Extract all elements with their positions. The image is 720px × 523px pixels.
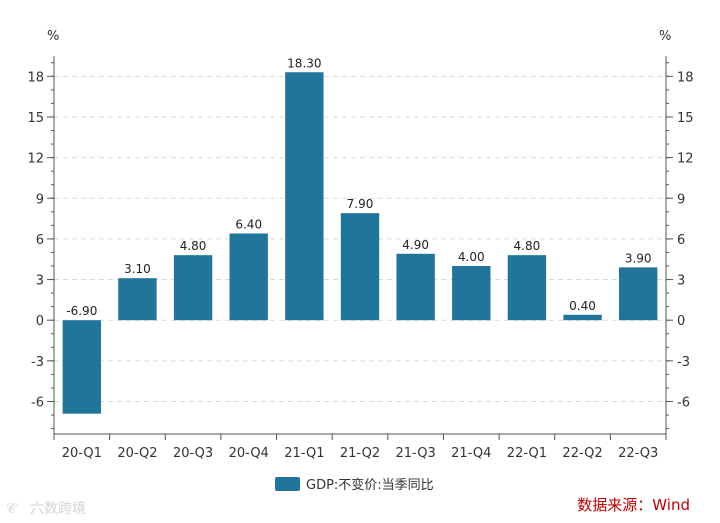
bars (62, 72, 658, 414)
data-label: 6.40 (235, 217, 262, 231)
watermark-text: 六数跨境 (30, 501, 86, 517)
bar-22-Q2 (563, 314, 602, 321)
legend-swatch (275, 477, 300, 491)
bar-20-Q1 (62, 320, 102, 414)
y-tick-label-right: -3 (677, 355, 690, 370)
x-tick-label: 20-Q3 (173, 446, 213, 461)
y-tick-label-right: -6 (677, 395, 690, 410)
x-tick-label: 21-Q4 (451, 446, 491, 461)
x-tick-label: 22-Q2 (562, 446, 602, 461)
bar-21-Q2 (340, 213, 380, 321)
y-tick-label-left: -3 (31, 355, 44, 370)
y-tick-label-right: 12 (677, 152, 694, 167)
left-unit-label: % (47, 29, 59, 44)
y-tick-label-left: 9 (36, 192, 44, 207)
x-tick-label: 20-Q1 (62, 446, 102, 461)
x-tick-label: 22-Q1 (507, 446, 547, 461)
y-tick-label-right: 18 (677, 70, 694, 85)
data-label: 4.80 (514, 239, 541, 253)
data-label: 3.90 (625, 251, 652, 265)
data-label: 4.90 (402, 238, 429, 252)
data-label: 3.10 (124, 262, 151, 276)
y-tick-label-left: 0 (36, 314, 44, 329)
data-label: 4.80 (180, 239, 207, 253)
x-tick-label: 21-Q2 (340, 446, 380, 461)
x-tick-label: 20-Q2 (117, 446, 157, 461)
y-tick-label-left: -6 (31, 395, 44, 410)
data-label: 18.30 (287, 56, 321, 70)
y-tick-label-right: 0 (677, 314, 685, 329)
y-tick-label-right: 3 (677, 274, 685, 289)
bar-20-Q4 (229, 233, 268, 321)
legend-label: GDP:不变价:当季同比 (306, 477, 434, 493)
y-tick-label-right: 6 (677, 233, 685, 248)
y-tick-label-right: 15 (677, 111, 694, 126)
y-tick-label-left: 6 (36, 233, 44, 248)
bar-22-Q1 (507, 255, 547, 321)
bar-21-Q1 (285, 72, 324, 321)
data-label: 7.90 (347, 197, 374, 211)
labels: -6 -6 -3 -3 0 0 3 3 6 6 9 9 12 12 15 15 18 18 -6.90 20-Q1 3.… (27, 56, 693, 461)
legend: GDP:不变价:当季同比 (275, 477, 434, 493)
data-label: 0.40 (569, 299, 596, 313)
right-unit-label: % (659, 29, 671, 44)
watermark-logo-icon: 𝒞 (6, 501, 18, 517)
y-tick-label-left: 3 (36, 274, 44, 289)
data-label: 4.00 (458, 250, 485, 264)
x-tick-label: 21-Q3 (396, 446, 436, 461)
y-tick-label-left: 12 (27, 152, 44, 167)
x-tick-label: 21-Q1 (284, 446, 324, 461)
y-tick-label-left: 18 (27, 70, 44, 85)
axes (47, 56, 673, 440)
data-label: -6.90 (66, 304, 97, 318)
y-tick-label-right: 9 (677, 192, 685, 207)
x-tick-label: 22-Q3 (618, 446, 658, 461)
y-tick-label-left: 15 (27, 111, 44, 126)
bar-20-Q3 (173, 255, 213, 321)
bar-22-Q3 (618, 267, 658, 321)
source-note: 数据来源：Wind (577, 496, 690, 514)
x-tick-label: 20-Q4 (229, 446, 269, 461)
bar-21-Q3 (396, 253, 435, 321)
bar-21-Q4 (452, 266, 491, 321)
bar-20-Q2 (118, 278, 157, 321)
watermark: 𝒞 六数跨境 (6, 501, 86, 517)
